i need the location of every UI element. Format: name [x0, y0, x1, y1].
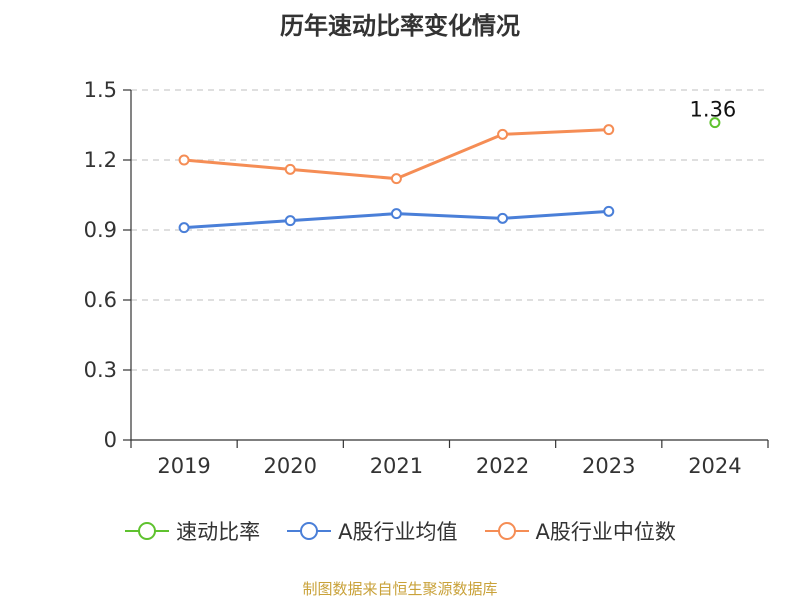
y-tick-label: 0: [104, 428, 117, 452]
data-point: [390, 173, 402, 185]
axes: 0 0.3 0.6 0.9 1.2 1.5 2019 2020 2021 2022 2023 2024: [84, 78, 769, 478]
data-point: [284, 163, 296, 175]
x-tick-label: 2021: [370, 454, 423, 478]
legend-marker-industry-mean: [287, 522, 332, 540]
data-point: [178, 222, 190, 234]
x-tick-label: 2023: [582, 454, 635, 478]
y-tick-label: 0.6: [84, 288, 117, 312]
x-tick-label: 2022: [476, 454, 529, 478]
y-tick-label: 0.3: [84, 358, 117, 382]
data-source: 制图数据来自恒生聚源数据库: [302, 580, 498, 598]
x-tick-label: 2024: [688, 454, 741, 478]
series-lines: [178, 117, 721, 234]
chart-title: 历年速动比率变化情况: [280, 12, 520, 40]
gridlines: [131, 89, 768, 371]
legend-marker-industry-median: [484, 522, 529, 540]
legend-label-quick-ratio: 速动比率: [176, 520, 261, 544]
y-tick-label: 1.2: [84, 148, 117, 172]
data-point: [497, 128, 509, 140]
series-line-2: [183, 128, 609, 181]
data-point: [178, 154, 190, 166]
data-point: [603, 124, 615, 136]
legend-label-industry-median: A股行业中位数: [535, 520, 676, 544]
data-labels: 1.36: [690, 98, 737, 122]
legend-item-industry-mean[interactable]: A股行业均值: [286, 516, 458, 546]
x-tick-label: 2020: [264, 454, 317, 478]
y-tick-label: 0.9: [84, 218, 117, 242]
x-tick-label: 2019: [157, 454, 210, 478]
data-point: [390, 208, 402, 220]
data-point: [709, 117, 721, 129]
data-point: [284, 215, 296, 227]
y-tick-label: 1.5: [84, 78, 117, 102]
data-point: [497, 212, 509, 224]
data-point: [603, 205, 615, 217]
legend-item-industry-median[interactable]: A股行业中位数: [484, 516, 676, 546]
legend-label-industry-mean: A股行业均值: [338, 520, 458, 544]
legend: 速动比率 A股行业均值 A股行业中位数: [0, 516, 800, 546]
data-label: 1.36: [690, 98, 737, 122]
legend-marker-quick-ratio: [125, 522, 170, 540]
legend-item-quick-ratio[interactable]: 速动比率: [124, 516, 260, 546]
